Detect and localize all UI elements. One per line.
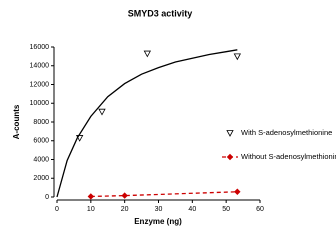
x-tick-label: 30 <box>155 206 163 213</box>
fit-curve <box>56 49 238 198</box>
y-tick-label: 6000 <box>33 138 49 145</box>
chart-title: SMYD3 activity <box>128 8 193 18</box>
y-axis-label: A-counts <box>12 104 21 139</box>
legend-label: With S-adenosylmethionine <box>241 128 332 137</box>
point <box>75 135 84 142</box>
y-tick-label: 4000 <box>33 156 49 163</box>
y-tick-label: 12000 <box>30 81 50 88</box>
point <box>234 188 241 195</box>
x-axis-label: Enzyme (ng) <box>134 217 182 226</box>
chart: SMYD3 activity Enzyme (ng) A-counts 0200… <box>12 8 336 226</box>
y-tick-label: 16000 <box>30 44 50 51</box>
y-tick-label: 8000 <box>33 119 49 126</box>
y-tick-label: 2000 <box>33 175 49 182</box>
legend-marker <box>226 153 234 161</box>
x-tick-label: 60 <box>256 206 264 213</box>
x-tick-label: 50 <box>222 206 230 213</box>
series-line <box>90 191 238 198</box>
point <box>233 53 242 61</box>
point <box>87 193 95 200</box>
y-tick-label: 10000 <box>30 100 50 107</box>
legend-label: Without S-adenosylmethionine <box>241 152 336 161</box>
x-tick-label: 20 <box>121 206 129 213</box>
x-tick-label: 40 <box>188 206 196 213</box>
x-tick-label: 10 <box>87 206 95 213</box>
legend-marker <box>226 130 234 137</box>
point <box>121 192 128 199</box>
x-tick-label: 0 <box>55 206 59 213</box>
point <box>98 108 106 116</box>
y-tick-label: 0 <box>45 194 49 201</box>
y-tick-label: 14000 <box>30 63 50 70</box>
point <box>143 50 152 58</box>
